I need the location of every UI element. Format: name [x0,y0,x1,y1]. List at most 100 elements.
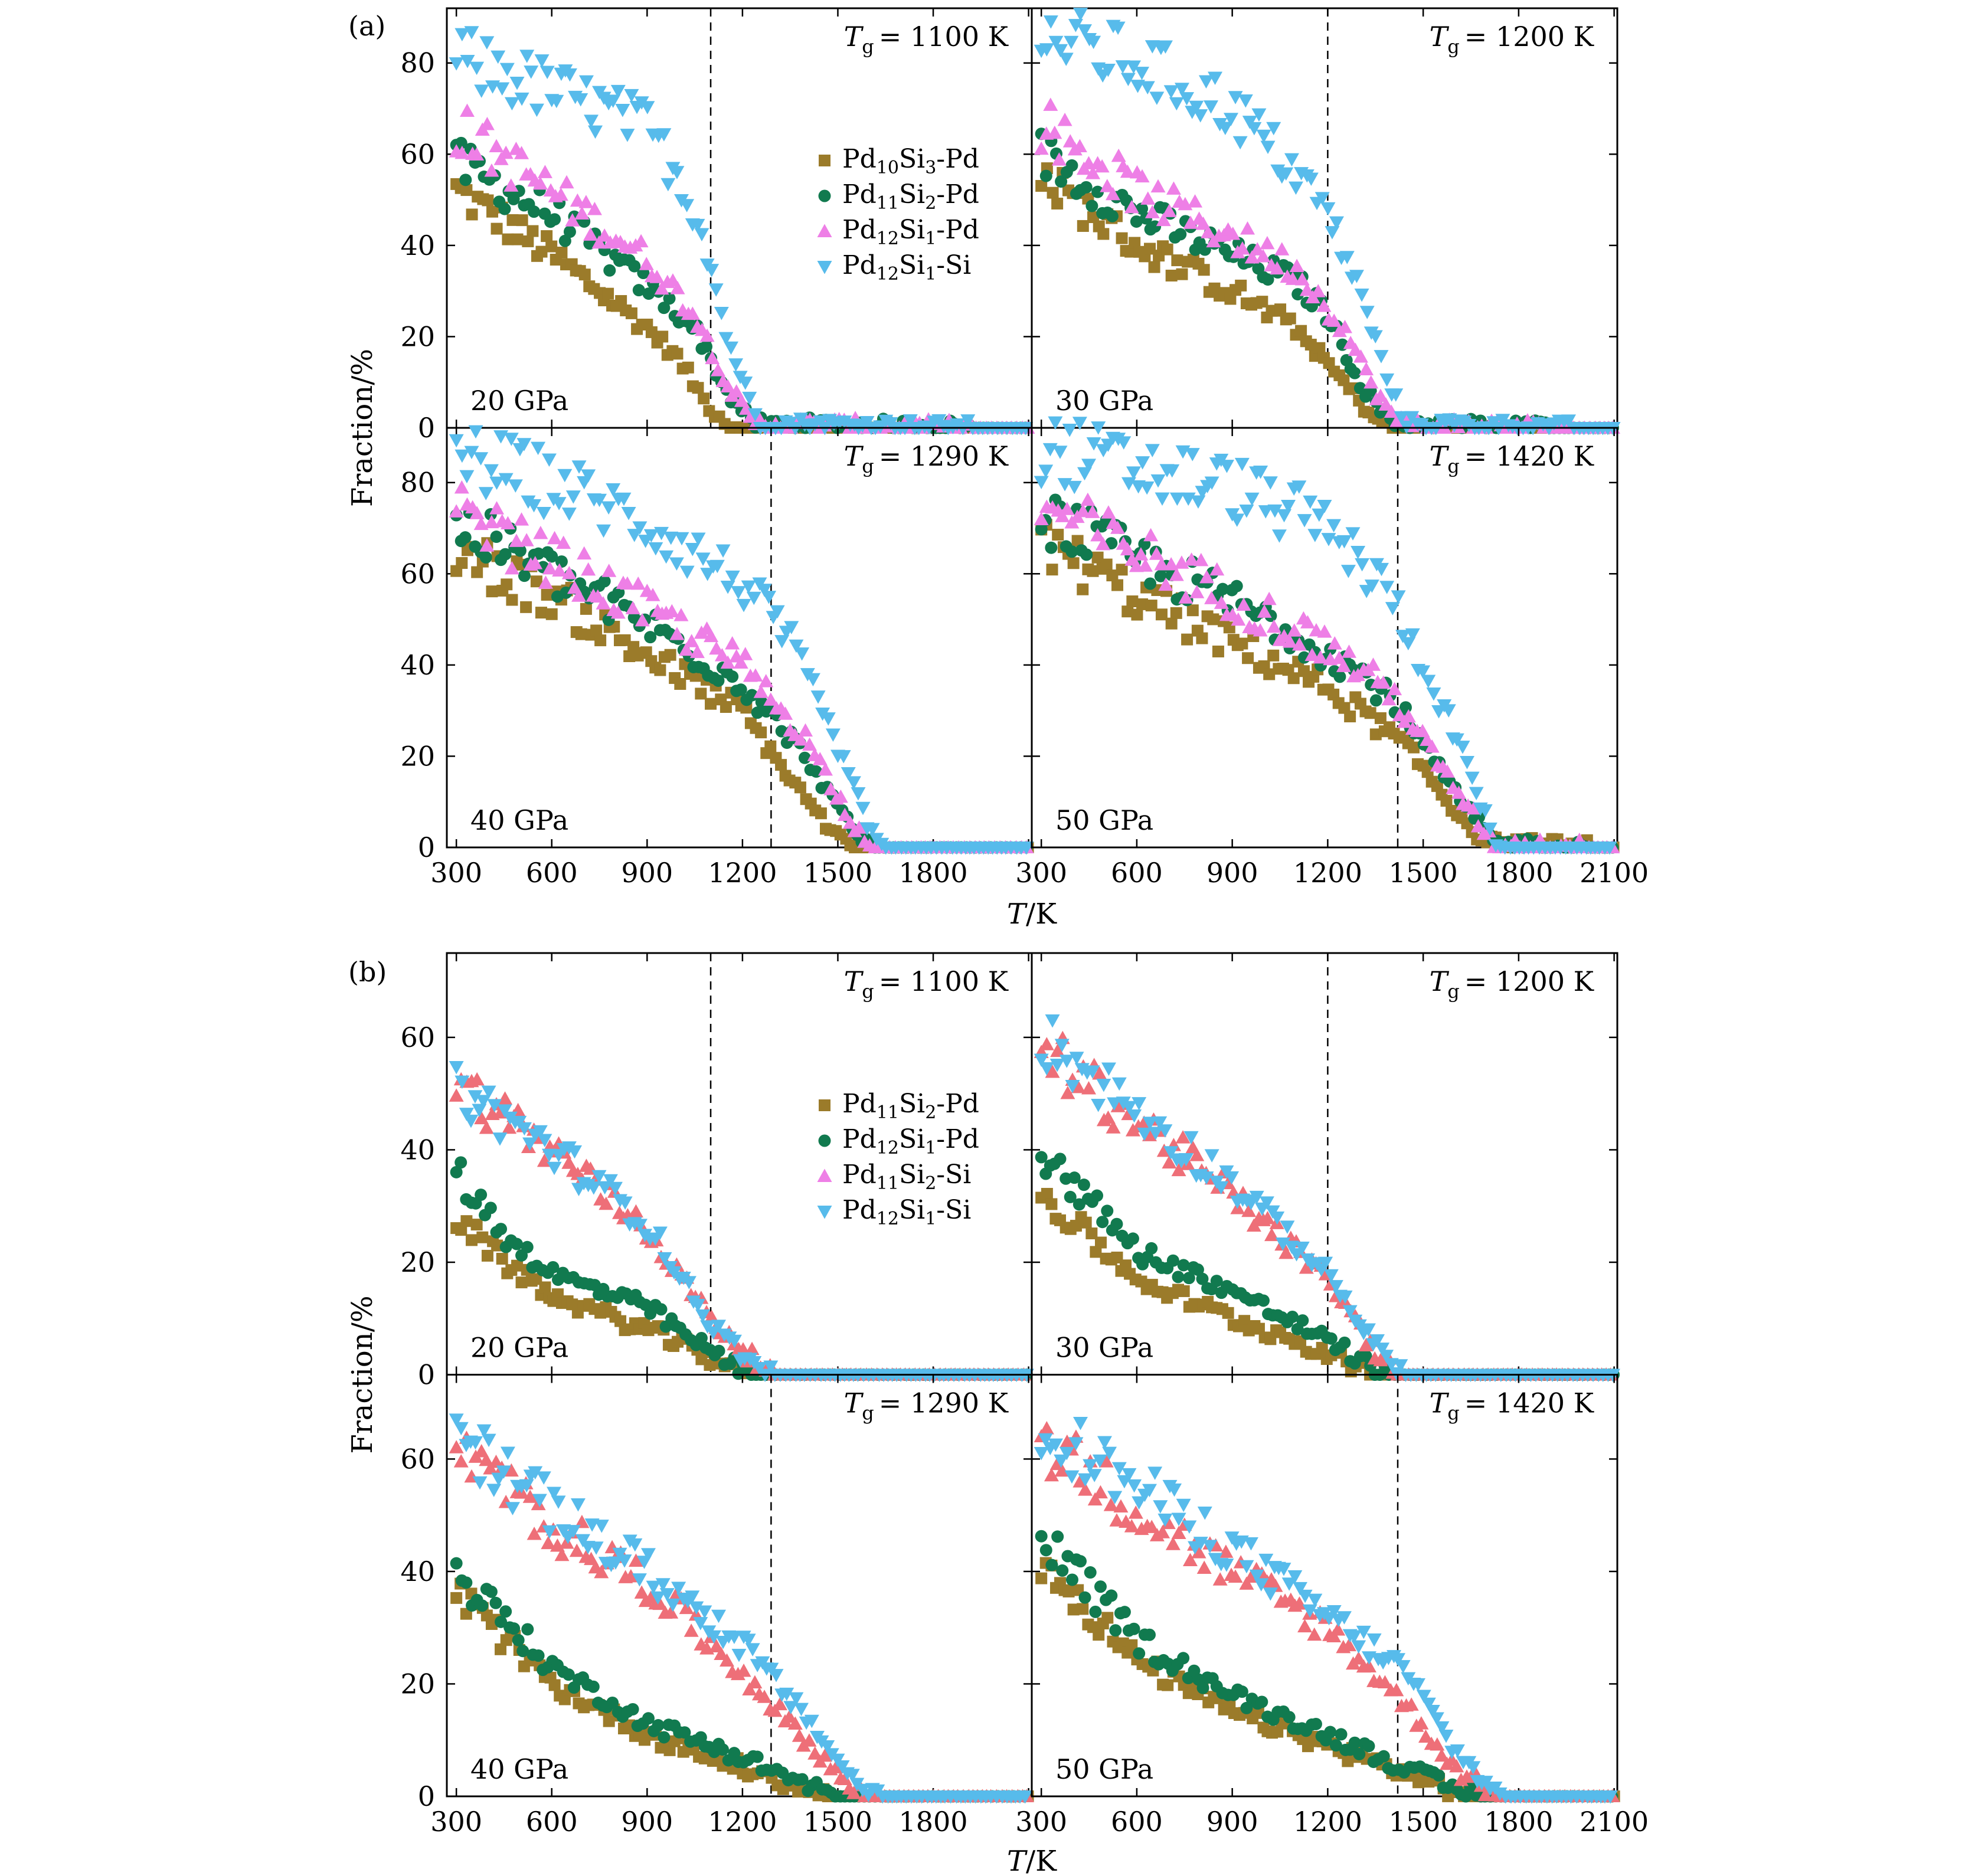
data-point [493,430,509,444]
data-point [449,1060,464,1075]
data-point [1223,113,1238,126]
data-point [489,476,505,490]
data-point [1091,1189,1104,1202]
data-point [602,287,614,300]
data-point [1150,179,1166,193]
data-point [794,647,810,661]
tg-value: = 1200 K [1464,965,1595,997]
data-point [1166,1254,1179,1267]
data-point [1189,585,1205,598]
data-point [684,1623,699,1637]
y-tick-label: 40 [400,1134,435,1165]
data-point [625,307,637,319]
x-tick-label: 2100 [1580,1806,1649,1838]
data-point [1421,766,1434,778]
tg-value: = 1420 K [1464,440,1595,472]
data-point [1434,1721,1450,1735]
data-point [1178,1285,1190,1297]
data-point [581,469,596,483]
data-point [1315,192,1330,205]
data-point [627,529,642,542]
data-point [537,165,552,178]
y-tick-label: 60 [400,138,435,170]
tg-symbol: T [1430,965,1450,997]
data-point [738,376,753,390]
data-point [1035,1151,1048,1164]
data-point [1078,1473,1093,1487]
data-point [741,580,756,594]
panel-40-gpa: 300 600 900 1200 1500 1800 0 20 40 60 80 Tg = 1290 K… [400,425,1034,889]
data-point [616,492,632,506]
data-point [591,1170,607,1184]
data-point [745,1643,760,1656]
data-point [1401,637,1416,651]
data-point [591,235,607,249]
data-point [731,1648,747,1662]
data-point [1414,1716,1429,1730]
data-point [1075,503,1091,518]
data-point [1342,644,1357,658]
data-point [1191,1545,1206,1559]
data-point [1064,1190,1077,1203]
data-point [615,295,627,307]
tg-value: = 1420 K [1464,1387,1595,1419]
data-point [1145,205,1160,218]
data-point [1100,179,1115,192]
series-triangle-down [449,1060,1034,1382]
legend-entry: Pd12Si1-Pd [842,215,979,249]
data-point [528,1466,543,1480]
data-point [669,166,685,179]
data-point [1196,1560,1212,1574]
data-point [726,670,739,683]
data-point [562,68,577,82]
data-point [694,228,709,242]
data-point [758,674,774,687]
data-point [1336,535,1352,549]
data-point [454,1156,467,1169]
data-point [1087,211,1100,224]
data-point [736,1663,751,1677]
tg-value: = 1100 K [879,965,1009,997]
data-point [1163,85,1179,99]
data-point [1294,1242,1310,1255]
data-point [563,225,576,238]
data-point [495,1643,507,1655]
data-point [495,1615,508,1628]
data-point [1086,35,1101,50]
data-point [1348,1736,1361,1749]
x-tick-label: 1200 [708,857,777,889]
data-point [468,425,483,439]
data-point [1107,1097,1122,1111]
data-point [1162,1679,1174,1691]
data-point [606,94,621,108]
data-point [1329,1739,1342,1752]
legend-entry: Pd12Si1-Pd [842,1124,979,1158]
data-point [532,176,548,190]
data-point [620,129,635,142]
data-point [1065,1573,1078,1586]
data-point [1091,551,1104,564]
data-point [474,84,489,98]
data-point [1225,227,1241,240]
data-point [711,1320,726,1333]
data-point [648,542,663,556]
data-point [1336,659,1351,672]
data-point [1157,40,1173,54]
data-point [695,687,707,700]
data-point [865,823,880,837]
data-point [459,173,472,186]
data-point [469,1072,485,1086]
x-tick-label: 600 [526,857,578,889]
data-point [532,1125,548,1139]
y-tick-label: 40 [400,649,435,681]
data-point [578,269,591,281]
data-point [1102,1446,1117,1461]
data-point [599,1196,614,1210]
tg-subscript: g [1447,35,1459,58]
data-point [1111,1077,1127,1091]
data-point [1078,1482,1093,1496]
data-point [1182,1520,1197,1534]
data-point [744,1341,760,1356]
data-point [1359,306,1375,319]
data-point [670,281,685,294]
